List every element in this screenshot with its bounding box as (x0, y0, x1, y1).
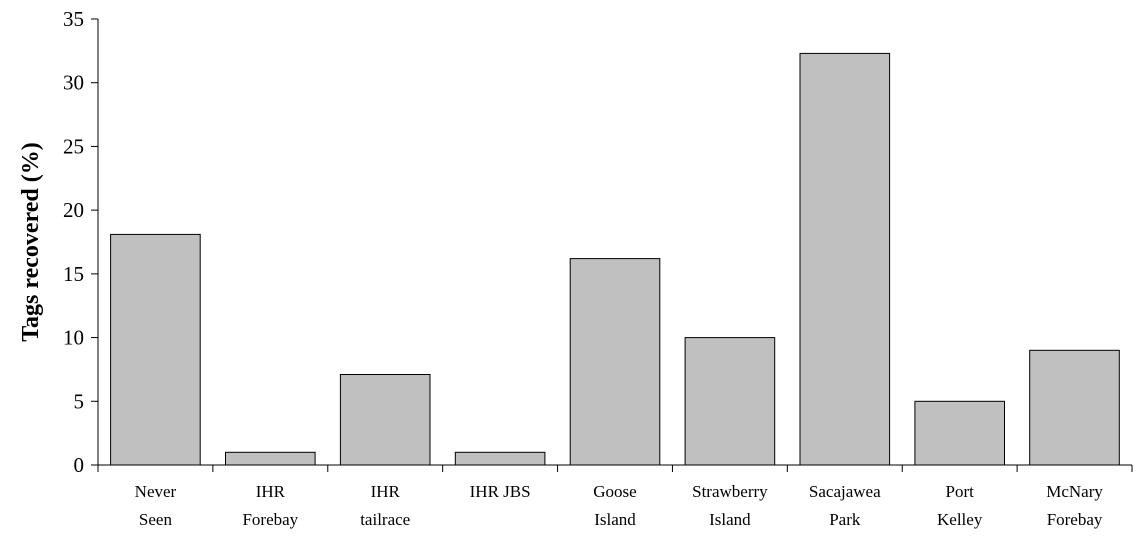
bar-0 (110, 233, 201, 466)
bar-8 (1029, 349, 1120, 466)
x-ticks: Never Seen IHR Forebay IHR tailrace IHR JBS Goo… (97, 465, 1133, 529)
x-tick-label: IHR JBS (470, 482, 531, 501)
x-tick-label: IHR Forebay (242, 482, 298, 529)
x-tick-label: IHR tailrace (360, 482, 410, 529)
bar-6 (799, 52, 891, 466)
bar-4 (569, 258, 661, 466)
y-tick-label: 30 (63, 71, 84, 95)
x-tick-label: McNary Forebay (1046, 482, 1103, 529)
y-tick-label: 35 (63, 7, 84, 31)
bars (110, 52, 1120, 466)
x-tick-label: Port Kelley (937, 482, 983, 529)
y-tick-label: 0 (74, 453, 85, 477)
bar-1 (225, 451, 316, 466)
y-axis-title: Tags recovered (%) (18, 142, 44, 342)
x-tick-label: Goose Island (593, 482, 636, 529)
y-ticks: 0 5 10 15 20 25 30 35 (63, 7, 98, 477)
x-tick-label: Strawberry Island (692, 482, 768, 529)
x-tick-label: Never Seen (135, 482, 177, 529)
x-tick-label: Sacajawea Park (809, 482, 881, 529)
y-tick-label: 25 (63, 134, 84, 158)
bar-7 (914, 400, 1006, 466)
y-tick-label: 15 (63, 262, 84, 286)
bar-3 (454, 451, 546, 466)
bar-2 (339, 374, 431, 466)
y-tick-label: 5 (74, 389, 85, 413)
y-tick-label: 20 (63, 198, 84, 222)
bar-5 (684, 337, 776, 466)
y-tick-label: 10 (63, 326, 84, 350)
